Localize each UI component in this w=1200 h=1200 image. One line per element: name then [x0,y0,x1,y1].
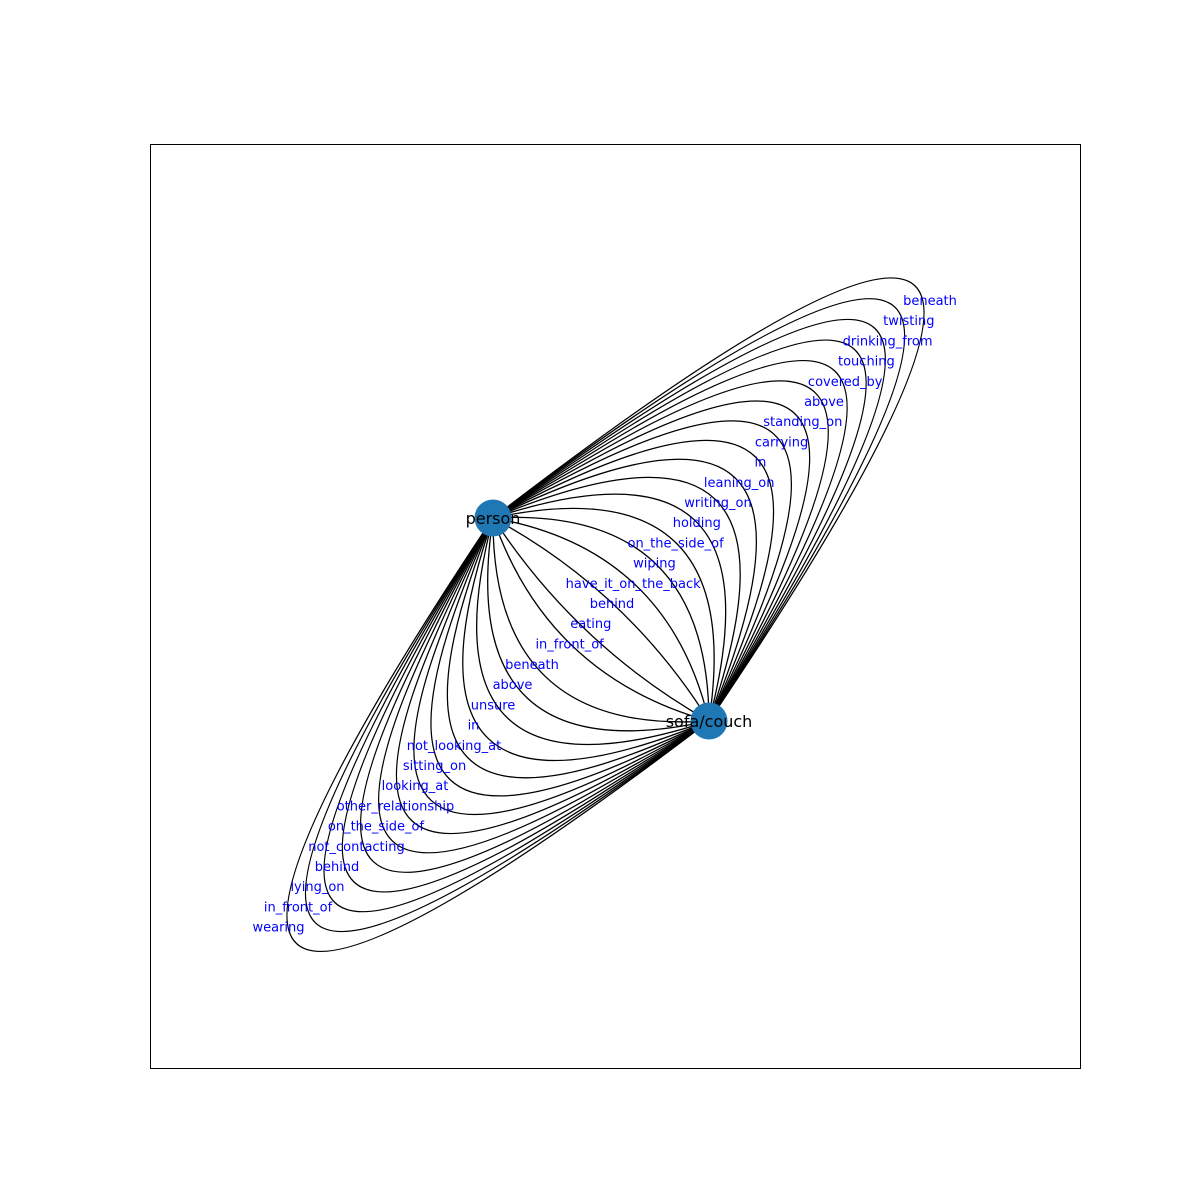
person-to-sofa-edge-15 [492,517,710,722]
sofa-to-person-edge-10 [341,517,710,893]
person-to-sofa-edge-12 [492,507,715,722]
person-to-sofa-edge-label-14: have_it_on_the_back [566,577,701,592]
person-to-sofa-edge-label-4: covered_by [808,375,883,390]
node-label-sofa: sofa/couch [666,712,753,731]
person-to-sofa-edge-5 [492,380,829,722]
person-to-sofa-edge-0 [492,277,925,722]
plot-frame [150,144,1081,1069]
sofa-to-person-edge-8 [378,517,710,854]
sofa-to-person-edge-3 [462,517,710,762]
sofa-to-person-edge-2 [476,517,710,746]
person-to-sofa-edge-10 [492,476,741,722]
person-to-sofa-edge-label-13: wiping [633,557,676,572]
sofa-to-person-edge-label-4: not_looking_at [407,739,502,754]
person-to-sofa-edge-4 [492,359,848,722]
person-to-sofa-edge-label-7: carrying [755,435,808,450]
person-to-sofa-edge-7 [492,420,793,722]
person-to-sofa-edge-label-0: beneath [903,294,957,309]
node-label-person: person [466,509,521,528]
sofa-to-person-edge-6 [413,517,710,816]
sofa-to-person-edge-label-13: wearing [252,921,304,936]
sofa-to-person-edge-label-0: beneath [505,658,559,673]
person-to-sofa-edge-label-1: twisting [883,314,934,329]
sofa-to-person-edge-label-2: unsure [471,698,516,713]
sofa-to-person-edge-label-3: in [468,719,480,734]
sofa-to-person-edge-13 [286,517,710,952]
sofa-to-person-edge-0 [492,517,710,723]
person-to-sofa-edge-17 [492,517,710,722]
person-to-sofa-edge-label-8: in [754,456,766,471]
person-to-sofa-edge-label-9: leaning_on [704,476,775,491]
person-to-sofa-edge-8 [492,439,775,722]
person-to-sofa-edge-14 [492,517,710,722]
sofa-to-person-edge-5 [430,517,710,797]
sofa-to-person-edge-label-8: on_the_side_of [328,820,425,835]
sofa-to-person-edge-label-11: lying_on [290,880,344,895]
person-to-sofa-edge-label-2: drinking_from [843,334,933,349]
person-to-sofa-edge-label-6: standing_on [763,415,842,430]
person-to-sofa-edge-label-10: writing_on [684,496,751,511]
person-to-sofa-edge-label-16: eating [570,617,611,632]
sofa-to-person-edge-label-12: in_front_of [264,900,333,915]
node-layer: person sofa/couch [466,499,753,740]
person-to-sofa-edge-label-15: behind [590,597,635,612]
person-to-sofa-edge-label-12: on_the_side_of [627,536,724,551]
person-to-sofa-edge-9 [492,458,757,722]
person-to-sofa-edge-16 [492,517,710,722]
sofa-to-person-edge-12 [304,517,710,933]
person-to-sofa-edge-2 [492,318,887,722]
sofa-to-person-edge-label-7: other_relationship [337,799,455,814]
person-to-sofa-edge-11 [492,493,727,722]
person-to-sofa-edge-1 [492,298,906,722]
sofa-to-person-edge-label-10: behind [315,860,360,875]
sofa-to-person-edge-7 [395,517,710,835]
person-to-sofa-edge-13 [492,516,710,722]
node-person [474,499,512,537]
person-to-sofa-edge-label-11: holding [673,516,721,531]
sofa-to-person-edge-11 [323,517,710,913]
edge-layer [286,277,925,952]
edge-label-layer: beneath twisting drinking_from touching cove… [252,294,956,936]
node-sofa [690,702,728,740]
person-to-sofa-edge-label-3: touching [838,355,895,370]
sofa-to-person-edge-9 [359,517,710,873]
sofa-to-person-edge-label-5: sitting_on [403,759,466,774]
person-to-sofa-edge-label-5: above [804,395,844,410]
person-to-sofa-edge-6 [492,400,811,722]
sofa-to-person-edge-label-9: not_contacting [308,840,405,855]
sofa-to-person-edge-4 [446,517,710,779]
sofa-to-person-edge-label-1: above [493,678,533,693]
sofa-to-person-edge-1 [487,517,710,732]
person-to-sofa-edge-3 [492,339,867,722]
sofa-to-person-edge-label-6: looking_at [382,779,449,794]
person-to-sofa-edge-label-17: in_front_of [535,637,604,652]
